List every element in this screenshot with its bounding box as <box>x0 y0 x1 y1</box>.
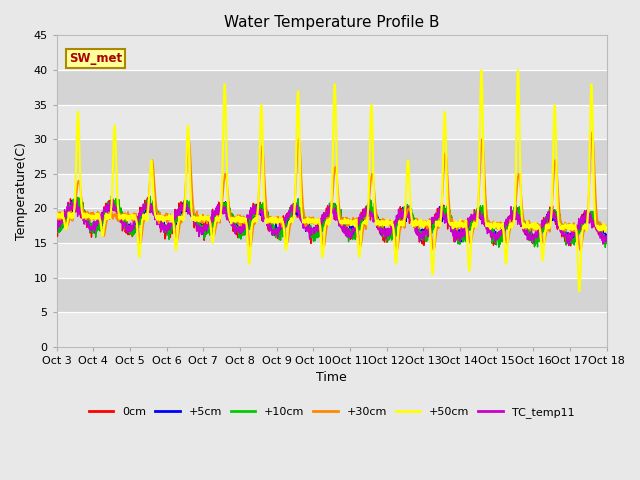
Bar <box>57 277 607 312</box>
Bar <box>57 36 607 70</box>
Bar <box>57 70 607 105</box>
Y-axis label: Temperature(C): Temperature(C) <box>15 142 28 240</box>
Text: SW_met: SW_met <box>69 52 122 65</box>
Legend: 0cm, +5cm, +10cm, +30cm, +50cm, TC_temp11: 0cm, +5cm, +10cm, +30cm, +50cm, TC_temp1… <box>84 402 579 422</box>
Bar <box>57 243 607 277</box>
Bar <box>57 174 607 208</box>
Bar <box>57 312 607 347</box>
Bar <box>57 139 607 174</box>
Title: Water Temperature Profile B: Water Temperature Profile B <box>224 15 440 30</box>
Bar <box>57 105 607 139</box>
Bar <box>57 208 607 243</box>
X-axis label: Time: Time <box>316 372 347 384</box>
